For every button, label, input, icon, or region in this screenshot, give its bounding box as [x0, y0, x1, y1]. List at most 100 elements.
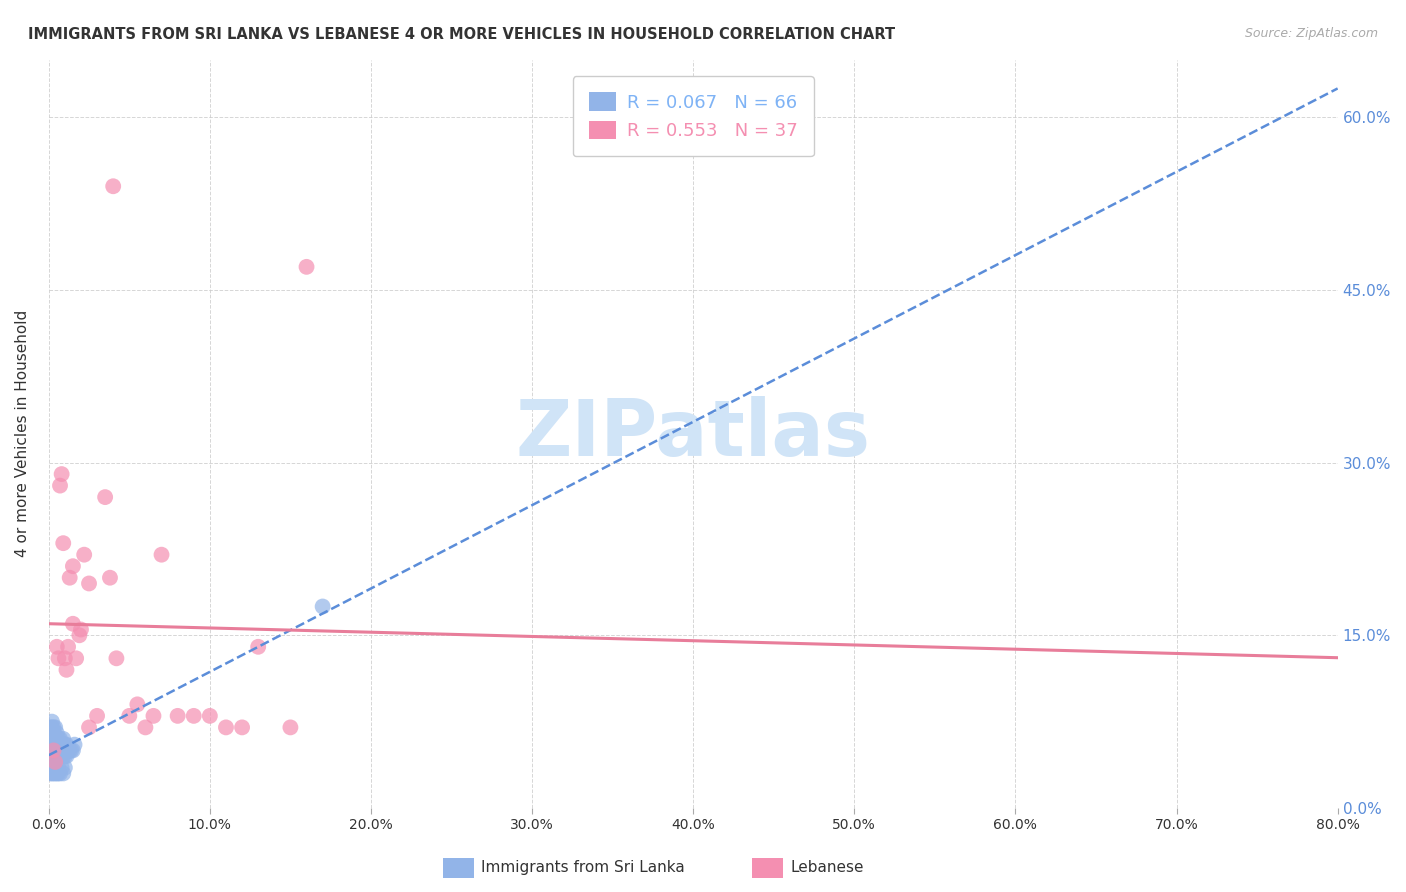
Point — [231, 720, 253, 734]
Point — [103, 179, 125, 194]
Point — [48, 761, 70, 775]
Point — [41, 731, 63, 746]
Point — [39, 743, 62, 757]
Point — [247, 640, 270, 654]
Point — [39, 731, 62, 746]
Point — [42, 731, 65, 746]
Point — [70, 623, 93, 637]
Point — [56, 743, 79, 757]
Point — [51, 761, 73, 775]
Point — [86, 709, 108, 723]
Point — [142, 709, 165, 723]
Point — [42, 720, 65, 734]
Point — [53, 738, 76, 752]
Point — [105, 651, 128, 665]
Point — [59, 571, 82, 585]
Point — [63, 738, 86, 752]
Text: Lebanese: Lebanese — [790, 861, 863, 875]
Point — [127, 698, 149, 712]
Point — [44, 720, 66, 734]
Point — [118, 709, 141, 723]
Point — [295, 260, 318, 274]
Text: IMMIGRANTS FROM SRI LANKA VS LEBANESE 4 OR MORE VEHICLES IN HOUSEHOLD CORRELATIO: IMMIGRANTS FROM SRI LANKA VS LEBANESE 4 … — [28, 27, 896, 42]
Point — [45, 766, 67, 780]
Point — [49, 743, 72, 757]
Point — [51, 467, 73, 481]
Point — [45, 738, 67, 752]
Point — [52, 731, 75, 746]
Point — [42, 726, 65, 740]
Point — [41, 743, 63, 757]
Point — [77, 720, 100, 734]
Text: Source: ZipAtlas.com: Source: ZipAtlas.com — [1244, 27, 1378, 40]
Point — [311, 599, 333, 614]
Point — [53, 651, 76, 665]
Point — [41, 726, 63, 740]
Point — [42, 761, 65, 775]
Point — [134, 720, 156, 734]
Point — [44, 761, 66, 775]
Point — [42, 766, 65, 780]
Point — [49, 478, 72, 492]
Point — [55, 663, 77, 677]
Point — [39, 720, 62, 734]
Point — [39, 738, 62, 752]
Text: Immigrants from Sri Lanka: Immigrants from Sri Lanka — [481, 861, 685, 875]
Point — [48, 731, 70, 746]
Point — [49, 738, 72, 752]
Point — [183, 709, 205, 723]
Point — [280, 720, 302, 734]
Point — [166, 709, 188, 723]
Point — [77, 576, 100, 591]
Point — [45, 726, 67, 740]
Point — [52, 749, 75, 764]
Point — [45, 731, 67, 746]
Point — [41, 766, 63, 780]
Point — [198, 709, 221, 723]
Point — [56, 640, 79, 654]
Point — [45, 749, 67, 764]
Point — [44, 731, 66, 746]
Point — [45, 743, 67, 757]
Point — [48, 766, 70, 780]
Point — [41, 738, 63, 752]
Point — [98, 571, 121, 585]
Point — [62, 743, 84, 757]
Point — [150, 548, 173, 562]
Point — [62, 616, 84, 631]
Point — [49, 749, 72, 764]
Point — [48, 743, 70, 757]
Point — [39, 761, 62, 775]
Y-axis label: 4 or more Vehicles in Household: 4 or more Vehicles in Household — [15, 310, 30, 558]
Point — [41, 714, 63, 729]
Point — [42, 743, 65, 757]
Point — [41, 720, 63, 734]
Point — [62, 559, 84, 574]
Point — [44, 755, 66, 769]
Point — [51, 743, 73, 757]
Legend: R = 0.067   N = 66, R = 0.553   N = 37: R = 0.067 N = 66, R = 0.553 N = 37 — [572, 76, 814, 156]
Point — [44, 743, 66, 757]
Point — [48, 738, 70, 752]
Point — [51, 749, 73, 764]
Point — [44, 749, 66, 764]
Point — [52, 766, 75, 780]
Point — [65, 651, 87, 665]
Point — [55, 738, 77, 752]
Point — [44, 766, 66, 780]
Point — [42, 738, 65, 752]
Point — [49, 731, 72, 746]
Point — [39, 726, 62, 740]
Point — [49, 766, 72, 780]
Point — [55, 749, 77, 764]
Point — [48, 651, 70, 665]
Point — [41, 761, 63, 775]
Point — [51, 738, 73, 752]
Point — [48, 749, 70, 764]
Point — [53, 749, 76, 764]
Point — [73, 548, 96, 562]
Text: ZIPatlas: ZIPatlas — [516, 396, 870, 472]
Point — [52, 536, 75, 550]
Point — [67, 628, 90, 642]
Point — [42, 743, 65, 757]
